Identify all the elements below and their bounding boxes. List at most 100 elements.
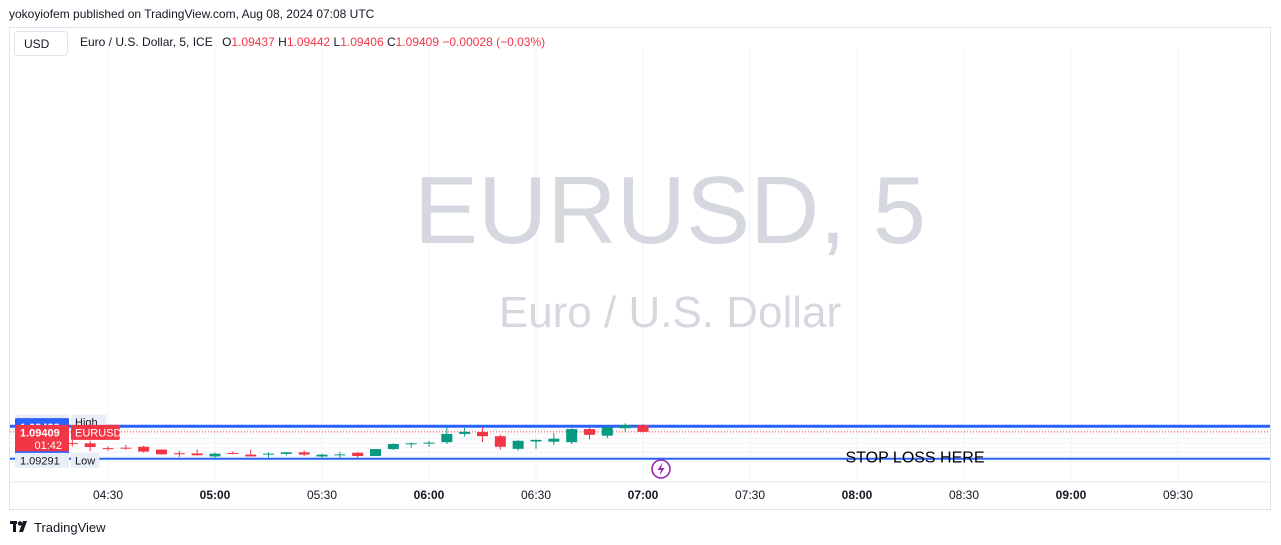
legend-high-value: 1.09442: [286, 35, 331, 49]
candle[interactable]: [477, 427, 488, 442]
dividend-event-icon[interactable]: [651, 459, 671, 479]
candle-body: [280, 452, 292, 454]
legend-open-value: 1.09437: [231, 35, 275, 49]
candle[interactable]: [227, 451, 239, 455]
candle-body: [156, 449, 167, 455]
candle-body: [138, 446, 150, 452]
price-labels: 1.09451High1.094341.094331.0940901:42EUR…: [15, 414, 122, 468]
candle[interactable]: [263, 452, 274, 458]
candle[interactable]: [298, 450, 310, 457]
candle[interactable]: [316, 453, 328, 460]
candle-body: [227, 452, 239, 454]
price-label-value: 1.09291: [20, 455, 60, 467]
price-label: 1.09291 Low: [15, 452, 100, 468]
price-tag-label: Low: [75, 455, 95, 467]
legend-symbol[interactable]: Euro / U.S. Dollar, 5, ICE: [80, 35, 213, 49]
candle-body: [477, 432, 488, 437]
x-tick-label: 05:00: [200, 488, 231, 502]
candle-body: [387, 444, 399, 450]
candle[interactable]: [566, 428, 578, 445]
price-tag-label: EURUSD: [75, 427, 122, 439]
candle[interactable]: [370, 449, 381, 456]
currency-selector[interactable]: USD: [14, 31, 68, 56]
tradingview-logo-icon: [10, 520, 30, 535]
x-tick-label: 06:00: [414, 488, 445, 502]
candle[interactable]: [405, 442, 417, 448]
candle[interactable]: [619, 423, 631, 432]
candle[interactable]: [548, 433, 560, 445]
x-tick-label: 09:30: [1163, 488, 1193, 502]
candle[interactable]: [280, 452, 292, 456]
price-label-bg: [15, 424, 69, 453]
x-tick-label: 04:30: [93, 488, 123, 502]
candle[interactable]: [441, 427, 453, 445]
x-tick-label: 07:30: [735, 488, 765, 502]
lines-layer: STOP LOSS HERE: [10, 424, 1270, 467]
x-tick-label: 08:30: [949, 488, 979, 502]
watermark-ticker: EURUSD, 5: [414, 157, 926, 264]
candle-body: [191, 453, 203, 456]
candle-body: [263, 453, 274, 455]
candle-body: [173, 453, 185, 455]
candle-body: [494, 436, 506, 447]
candle[interactable]: [209, 452, 221, 459]
candle[interactable]: [530, 439, 542, 449]
candle-body: [405, 443, 417, 445]
price-tag-bg: [71, 452, 100, 468]
candle-body: [548, 438, 560, 442]
candle-body: [84, 443, 96, 448]
candle-body: [601, 427, 613, 436]
candle-body: [530, 439, 542, 442]
price-label-bg: [15, 452, 69, 468]
candle-body: [619, 425, 631, 429]
candle-body: [66, 443, 78, 445]
candle[interactable]: [601, 426, 613, 439]
countdown-label: 01:42: [34, 440, 62, 452]
candle-layer: [49, 423, 649, 460]
watermark-name: Euro / U.S. Dollar: [499, 288, 841, 337]
candle[interactable]: [459, 427, 471, 437]
candle-body: [298, 452, 310, 455]
candle[interactable]: [637, 424, 649, 433]
candle[interactable]: [66, 439, 78, 447]
candle[interactable]: [494, 434, 506, 450]
legend-low-value: 1.09406: [340, 35, 384, 49]
stop-loss-annotation[interactable]: STOP LOSS HERE: [845, 450, 984, 467]
price-tag-bg: [71, 424, 120, 440]
candle[interactable]: [120, 444, 132, 450]
candle-body: [584, 429, 595, 435]
candle-body: [637, 425, 649, 432]
candle[interactable]: [191, 449, 203, 456]
x-tick-label: 09:00: [1056, 488, 1087, 502]
legend-change: −0.00028 (−0.03%): [442, 35, 546, 49]
candle[interactable]: [584, 426, 595, 440]
legend-close-value: 1.09409: [395, 35, 440, 49]
candle[interactable]: [173, 450, 185, 457]
publisher-line: yokoyiofem published on TradingView.com,…: [9, 7, 375, 21]
candle[interactable]: [334, 451, 346, 459]
candle[interactable]: [352, 451, 364, 459]
candle-body: [352, 452, 364, 456]
candle-body: [370, 449, 381, 456]
candle[interactable]: [102, 446, 114, 451]
candle[interactable]: [138, 445, 150, 453]
candle[interactable]: [156, 449, 167, 455]
x-tick-label: 06:30: [521, 488, 551, 502]
tradingview-logo[interactable]: TradingView: [10, 520, 106, 535]
candle[interactable]: [512, 439, 524, 451]
candle-body: [334, 454, 346, 456]
price-label-value: 1.09409: [20, 427, 60, 439]
candle-body: [459, 431, 471, 434]
candle[interactable]: [387, 443, 399, 450]
ohlc-legend: Euro / U.S. Dollar, 5, ICE O1.09437 H1.0…: [80, 35, 545, 49]
candle-body: [316, 454, 328, 457]
candle-body: [566, 429, 578, 443]
candle[interactable]: [423, 441, 435, 448]
candle[interactable]: [245, 449, 257, 457]
legend-open-label: O: [222, 35, 232, 49]
candle-body: [120, 447, 132, 449]
candle[interactable]: [84, 440, 96, 452]
candle-body: [245, 454, 257, 457]
